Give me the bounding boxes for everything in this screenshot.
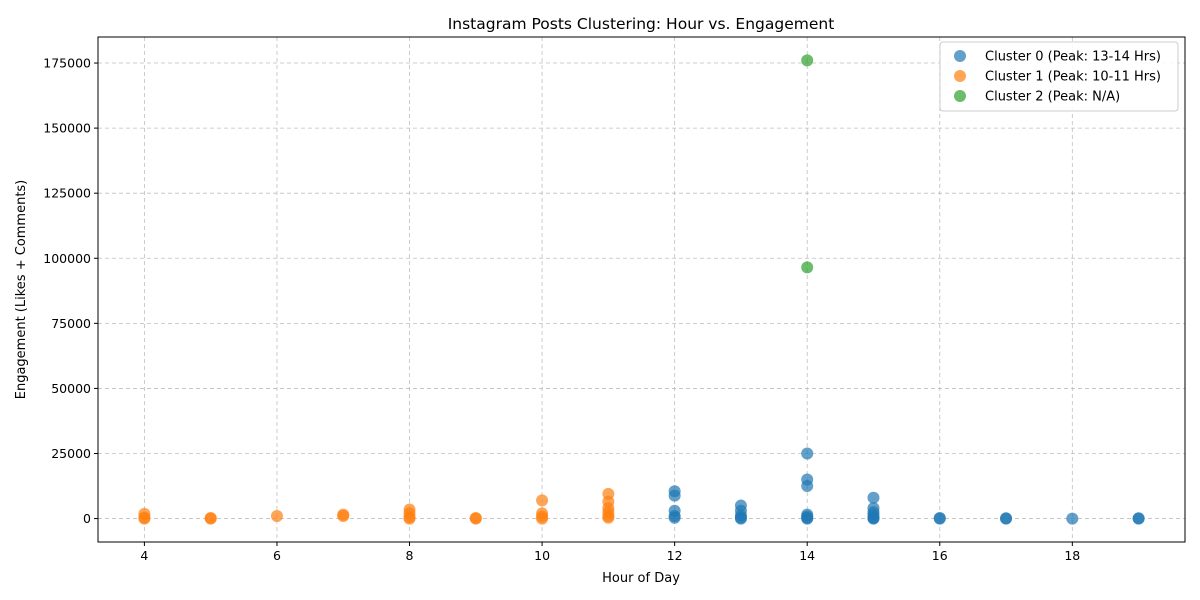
x-tick-label: 10 <box>534 548 550 563</box>
x-tick-label: 18 <box>1064 548 1080 563</box>
data-point <box>1132 512 1145 525</box>
data-point <box>668 489 681 502</box>
series-cluster-2 <box>801 54 814 274</box>
x-tick-label: 8 <box>406 548 414 563</box>
y-tick-label: 25000 <box>51 446 91 461</box>
data-point <box>867 491 880 504</box>
y-tick-label: 0 <box>83 511 91 526</box>
legend-marker <box>954 70 966 82</box>
legend-marker <box>954 50 966 62</box>
data-point <box>668 511 681 524</box>
data-point <box>1000 512 1013 525</box>
points-layer <box>138 54 1145 525</box>
data-point <box>801 480 814 493</box>
plot-frame <box>97 36 1186 543</box>
data-point <box>1066 512 1079 525</box>
data-point <box>138 512 151 525</box>
x-axis-label: Hour of Day <box>602 571 680 586</box>
chart-title: Instagram Posts Clustering: Hour vs. Eng… <box>448 15 835 33</box>
y-tick-label: 100000 <box>43 251 91 266</box>
series-cluster-1 <box>138 487 615 525</box>
data-point <box>801 512 814 525</box>
y-tick-label: 125000 <box>43 186 91 201</box>
legend-label: Cluster 1 (Peak: 10-11 Hrs) <box>985 70 1161 85</box>
x-tick-label: 4 <box>140 548 148 563</box>
data-point <box>536 512 549 525</box>
data-point <box>867 512 880 525</box>
y-axis-label: Engagement (Likes + Comments) <box>14 180 29 400</box>
y-tick-label: 50000 <box>51 381 91 396</box>
data-point <box>469 512 482 525</box>
data-point <box>801 447 814 460</box>
x-tick-label: 12 <box>667 548 683 563</box>
data-point <box>602 511 615 524</box>
y-tick-label: 75000 <box>51 316 91 331</box>
data-point <box>801 261 814 274</box>
legend-label: Cluster 2 (Peak: N/A) <box>985 90 1120 105</box>
legend-label: Cluster 0 (Peak: 13-14 Hrs) <box>985 50 1161 65</box>
data-point <box>734 512 747 525</box>
x-tick-label: 16 <box>932 548 948 563</box>
y-tick-label: 175000 <box>43 56 91 71</box>
legend: Cluster 0 (Peak: 13-14 Hrs) Cluster 1 (Pe… <box>939 41 1179 112</box>
x-tick-label: 14 <box>799 548 815 563</box>
legend-frame <box>939 41 1179 112</box>
series-cluster-0 <box>668 447 1145 525</box>
x-tick-label: 6 <box>273 548 281 563</box>
data-point <box>933 512 946 525</box>
data-point <box>337 509 350 522</box>
data-point <box>536 494 549 507</box>
grid-layer <box>98 37 1185 542</box>
data-point <box>801 54 814 67</box>
legend-marker <box>954 90 966 102</box>
ticks-layer: 4 6 8 10 12 14 16 18 0 25000 50000 75000 100000 12500… <box>43 56 1080 563</box>
data-point <box>403 512 416 525</box>
y-tick-label: 150000 <box>43 121 91 136</box>
data-point <box>204 512 217 525</box>
data-point <box>270 509 283 522</box>
